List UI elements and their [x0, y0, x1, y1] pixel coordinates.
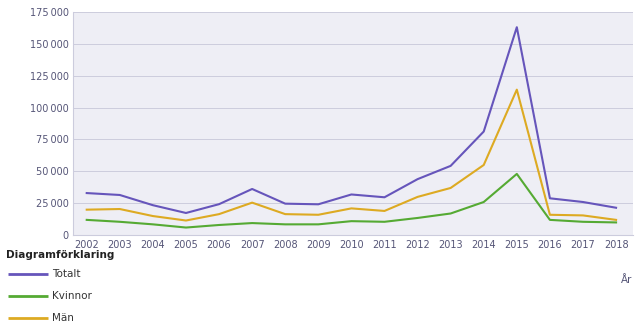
Text: Diagramförklaring: Diagramförklaring: [6, 250, 115, 260]
Text: Totalt: Totalt: [52, 269, 81, 279]
Text: Män: Män: [52, 312, 74, 323]
Text: År: År: [621, 276, 633, 285]
Text: Kvinnor: Kvinnor: [52, 291, 92, 301]
